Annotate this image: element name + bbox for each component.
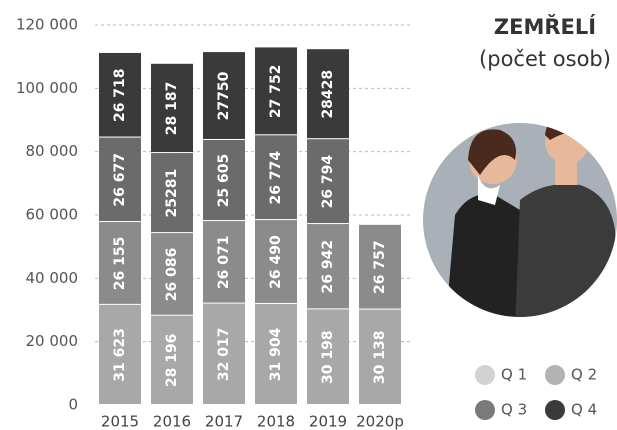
x-tick-label: 2018	[257, 413, 295, 430]
x-tick-label: 2020p	[356, 413, 404, 430]
y-tick-label: 20 000	[26, 332, 79, 350]
y-tick-label: 120 000	[16, 16, 78, 34]
data-label: 26 155	[112, 237, 128, 291]
x-tick-label: 2016	[153, 413, 191, 430]
data-label: 30 198	[320, 330, 336, 384]
legend-swatch	[545, 400, 565, 420]
data-label: 26 086	[164, 248, 180, 302]
data-label: 28 187	[164, 82, 180, 136]
data-label: 28428	[320, 70, 336, 119]
chart-title: ZEMŘELÍ	[494, 14, 596, 39]
data-label: 31 904	[268, 327, 284, 381]
y-tick-label: 40 000	[26, 269, 79, 287]
y-tick-label: 100 000	[16, 79, 78, 97]
data-label: 27 752	[268, 65, 284, 119]
legend-swatch	[475, 365, 495, 385]
data-label: 26 774	[268, 151, 284, 205]
chart-subtitle: (počet osob)	[479, 47, 611, 71]
legend-label: Q 3	[501, 401, 527, 419]
x-tick-label: 2017	[205, 413, 243, 430]
data-label: 26 942	[320, 240, 336, 294]
data-label: 30 138	[372, 330, 388, 384]
legend-label: Q 2	[571, 366, 597, 384]
data-label: 26 677	[112, 153, 128, 207]
y-tick-label: 60 000	[26, 206, 79, 224]
data-label: 26 071	[216, 236, 232, 290]
x-tick-label: 2019	[309, 413, 347, 430]
data-label: 26 757	[372, 240, 388, 294]
y-tick-label: 0	[68, 396, 78, 414]
data-label: 27750	[216, 71, 232, 120]
data-label: 26 490	[268, 235, 284, 289]
legend-label: Q 1	[501, 366, 527, 384]
data-label: 25 605	[216, 154, 232, 208]
chart: ZEMŘELÍ (počet osob) 0 20 000 40 000 60 000…	[0, 0, 617, 430]
illustration	[423, 112, 617, 330]
data-label: 25281	[164, 169, 180, 218]
legend-label: Q 4	[571, 401, 597, 419]
legend-swatch	[545, 365, 565, 385]
y-tick-label: 80 000	[26, 142, 79, 160]
x-tick-label: 2015	[101, 413, 139, 430]
data-label: 32 017	[216, 328, 232, 382]
data-label: 28 196	[164, 334, 180, 388]
data-label: 26 794	[320, 155, 336, 209]
legend-swatch	[475, 400, 495, 420]
data-label: 26 718	[112, 68, 128, 122]
data-label: 31 623	[112, 328, 128, 382]
